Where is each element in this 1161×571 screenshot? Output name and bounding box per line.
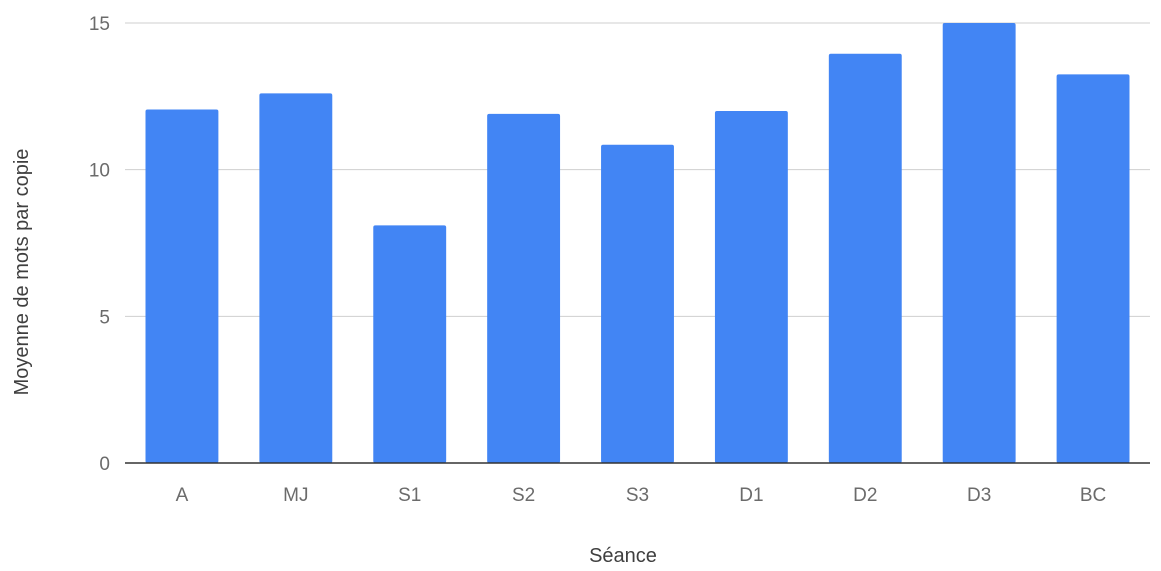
x-tick-label: MJ <box>283 485 308 506</box>
bar-bc <box>1056 74 1130 463</box>
x-tick-label: A <box>176 485 189 506</box>
bar-d1 <box>714 111 788 463</box>
bar-a <box>145 109 219 464</box>
y-tick-label: 0 <box>99 454 110 475</box>
y-tick-label: 5 <box>99 307 110 328</box>
bars <box>145 23 1130 464</box>
bar-s2 <box>487 113 561 463</box>
x-tick-label: D2 <box>853 485 877 506</box>
bar-d2 <box>828 53 902 464</box>
x-tick-label: D1 <box>739 485 763 506</box>
x-tick-label: BC <box>1080 485 1106 506</box>
y-tick-labels: 0 5 10 15 <box>89 14 110 475</box>
x-tick-label: D3 <box>967 485 991 506</box>
bar-mj <box>259 93 333 464</box>
x-tick-label: S3 <box>626 485 649 506</box>
y-tick-label: 10 <box>89 161 110 182</box>
x-axis-title: Séance <box>589 545 657 567</box>
y-axis-title: Moyenne de mots par copie <box>11 149 33 396</box>
x-tick-label: S1 <box>398 485 421 506</box>
x-tick-label: S2 <box>512 485 535 506</box>
bar-d3 <box>942 23 1016 463</box>
bar-s1 <box>373 225 447 463</box>
bar-s3 <box>601 144 674 463</box>
y-tick-label: 15 <box>89 14 110 35</box>
x-tick-labels: A MJ S1 S2 S3 D1 D2 D3 BC <box>176 485 1107 506</box>
